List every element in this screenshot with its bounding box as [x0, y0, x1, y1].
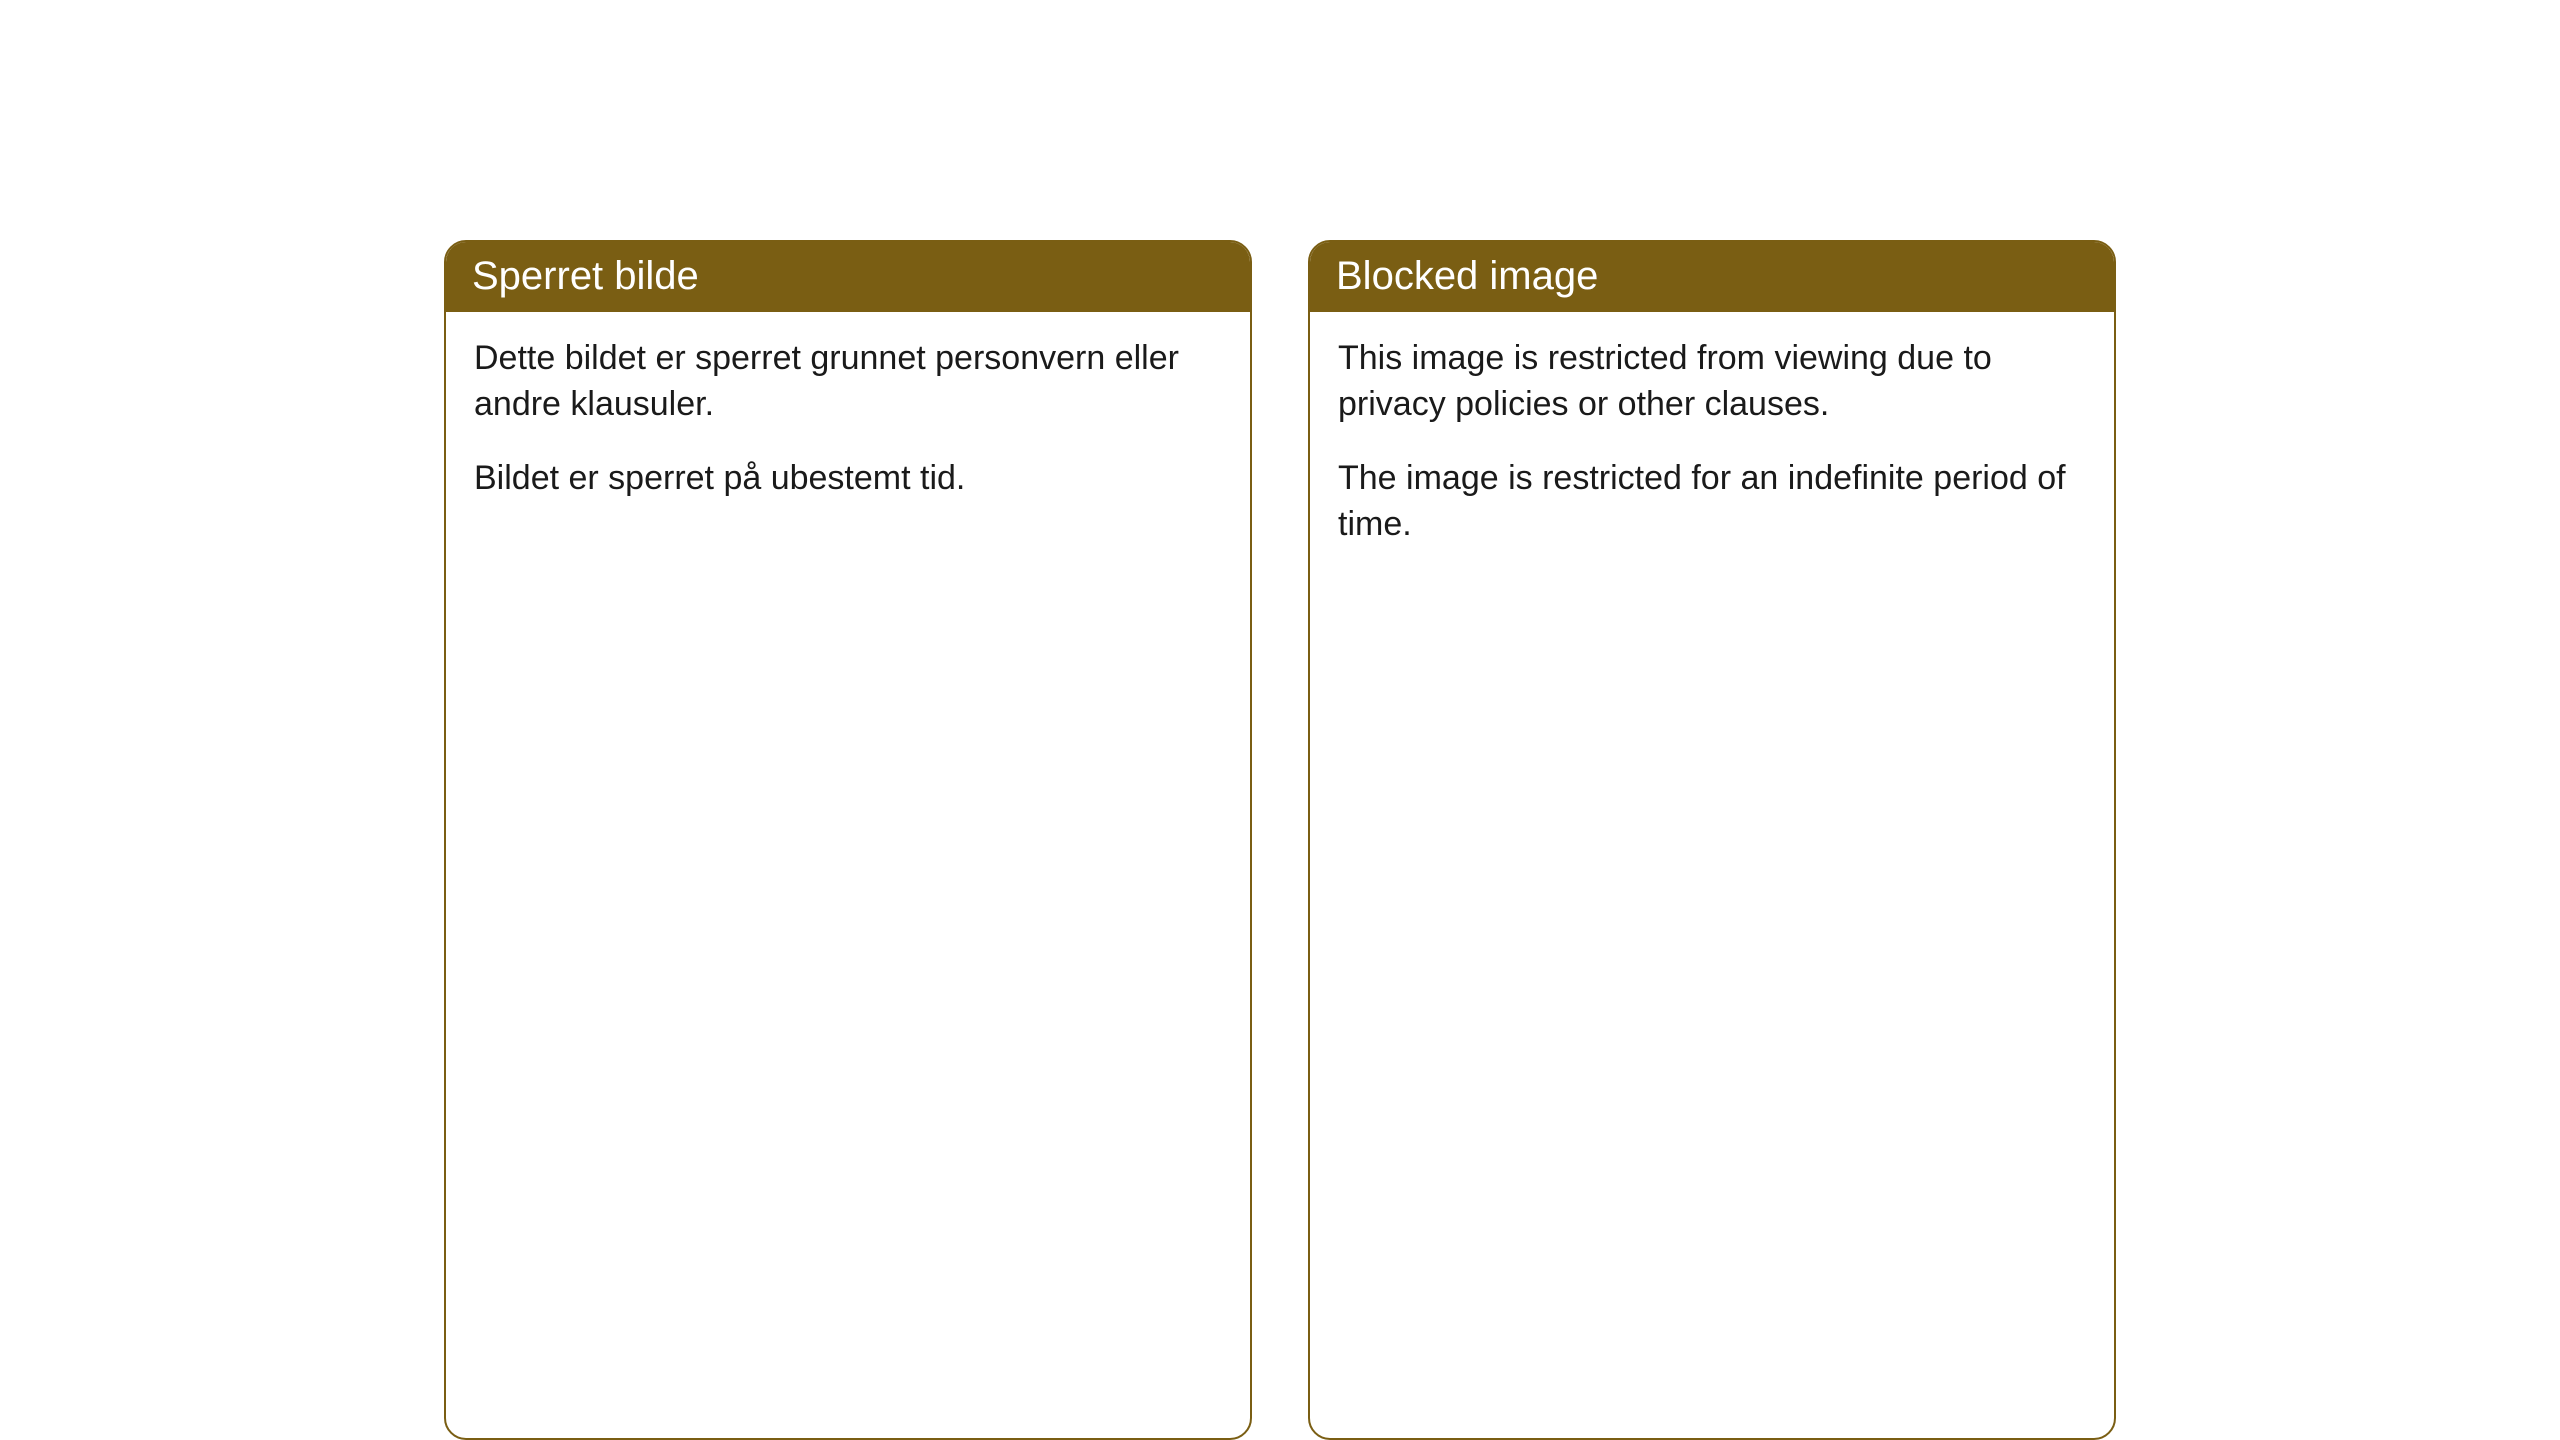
card-text-no-1: Dette bildet er sperret grunnet personve…	[474, 336, 1222, 428]
card-header-no: Sperret bilde	[446, 242, 1250, 312]
blocked-image-notices: Sperret bilde Dette bildet er sperret gr…	[444, 240, 2116, 1440]
card-body-no: Dette bildet er sperret grunnet personve…	[446, 312, 1250, 542]
card-header-en: Blocked image	[1310, 242, 2114, 312]
card-text-no-2: Bildet er sperret på ubestemt tid.	[474, 456, 1222, 502]
blocked-image-card-no: Sperret bilde Dette bildet er sperret gr…	[444, 240, 1252, 1440]
blocked-image-card-en: Blocked image This image is restricted f…	[1308, 240, 2116, 1440]
card-text-en-2: The image is restricted for an indefinit…	[1338, 456, 2086, 548]
card-text-en-1: This image is restricted from viewing du…	[1338, 336, 2086, 428]
card-body-en: This image is restricted from viewing du…	[1310, 312, 2114, 588]
